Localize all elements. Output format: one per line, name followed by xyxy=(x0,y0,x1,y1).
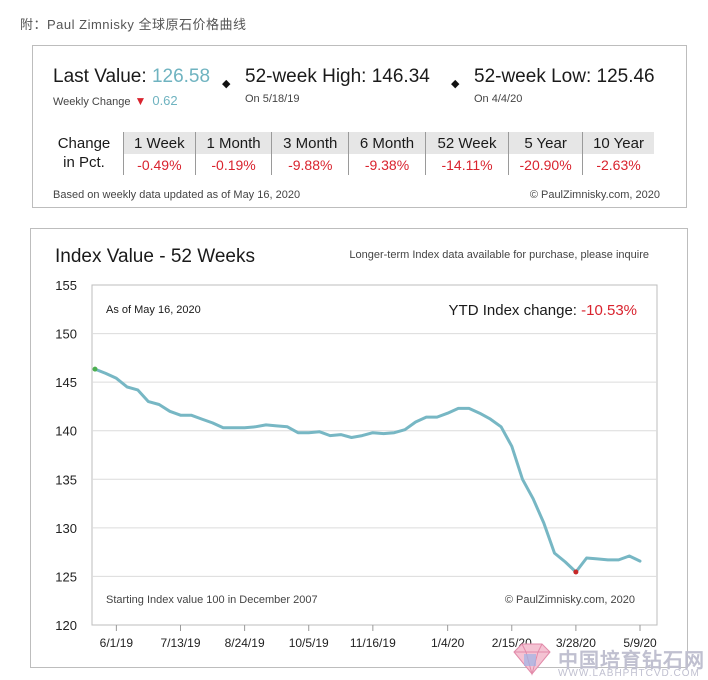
change-label-line1: Change xyxy=(57,135,111,152)
plot-frame xyxy=(91,284,658,626)
y-tick-label: 130 xyxy=(55,521,77,536)
x-tick-label: 11/16/19 xyxy=(350,636,396,650)
ytd-label: YTD Index change: xyxy=(449,302,582,319)
change-cell: -0.19% xyxy=(194,154,272,175)
page-caption: 附：Paul Zimnisky 全球原石价格曲线 xyxy=(20,17,247,32)
last-value: 126.58 xyxy=(151,66,211,87)
y-tick-label: 120 xyxy=(55,618,77,633)
change-cell: -20.90% xyxy=(508,154,583,175)
watermark-url: WWW.LABHPHTCVD.COM xyxy=(558,668,700,679)
period-header: 1 Month xyxy=(194,132,272,154)
change-table-row: -0.49% -0.19% -9.88% -9.38% -14.11% -20.… xyxy=(123,154,654,175)
diamond-logo-icon xyxy=(513,643,551,676)
period-header: 3 Month xyxy=(271,132,349,154)
high-marker xyxy=(92,366,98,372)
y-tick-label: 155 xyxy=(55,278,77,293)
x-tick-label: 1/4/20 xyxy=(431,636,465,650)
change-cell: -9.88% xyxy=(271,154,349,175)
y-tick-label: 135 xyxy=(55,472,77,487)
change-table: 1 Week 1 Month 3 Month 6 Month 52 Week 5… xyxy=(123,132,654,175)
summary-panel: Last Value: 126.58 Weekly Change ▼ 0.62 ◆ … xyxy=(32,45,687,208)
summary-copyright: © PaulZimnisky.com, 2020 xyxy=(529,189,660,201)
high-heading: 52-week High: 146.34 xyxy=(245,66,430,87)
extreme-markers xyxy=(92,366,579,575)
watermark-text: 中国培育钻石网 xyxy=(558,650,705,672)
x-tick-label: 10/5/19 xyxy=(289,636,329,650)
weekly-change: Weekly Change ▼ 0.62 xyxy=(53,93,178,108)
watermark: 中国培育钻石网 WWW.LABHPHTCVD.COM xyxy=(502,638,708,680)
diamond-bullet-icon: ◆ xyxy=(451,78,460,90)
y-tick-label: 140 xyxy=(55,424,77,439)
weekly-change-value: 0.62 xyxy=(152,93,178,108)
period-header: 6 Month xyxy=(348,132,426,154)
period-header: 10 Year xyxy=(582,132,654,154)
period-header: 1 Week xyxy=(123,132,196,154)
chart-subtitle: Longer-term Index data available for pur… xyxy=(349,249,649,261)
summary-footnote: Based on weekly data updated as of May 1… xyxy=(53,189,301,201)
x-tick-label: 6/1/19 xyxy=(100,636,134,650)
period-header: 5 Year xyxy=(508,132,583,154)
down-triangle-icon: ▼ xyxy=(134,94,147,108)
change-table-header: 1 Week 1 Month 3 Month 6 Month 52 Week 5… xyxy=(123,132,654,154)
weekly-change-label: Weekly Change xyxy=(53,96,131,108)
chart-title: Index Value - 52 Weeks xyxy=(55,246,255,267)
y-axis: 120 125 130 135 140 145 150 155 xyxy=(55,278,77,633)
y-tick-label: 145 xyxy=(55,375,77,390)
last-value-heading: Last Value: 126.58 xyxy=(53,66,210,88)
chart-note-right: © PaulZimnisky.com, 2020 xyxy=(505,594,635,606)
x-tick-label: 8/24/19 xyxy=(225,636,265,650)
high-date: On 5/18/19 xyxy=(245,93,300,105)
period-header: 52 Week xyxy=(424,132,509,154)
change-cell: -2.63% xyxy=(582,154,654,175)
chart-note-left: Starting Index value 100 in December 200… xyxy=(106,594,318,606)
change-cell: -9.38% xyxy=(348,154,426,175)
index-chart: Index Value - 52 Weeks Longer-term Index… xyxy=(55,246,658,650)
y-tick-label: 150 xyxy=(55,327,77,342)
last-value-label: Last Value: xyxy=(53,66,152,87)
change-label-line2: in Pct. xyxy=(63,154,105,171)
gridlines xyxy=(92,333,657,577)
as-of-label: As of May 16, 2020 xyxy=(106,304,201,316)
low-marker xyxy=(573,569,579,575)
diamond-bullet-icon: ◆ xyxy=(222,78,231,90)
x-tick-label: 3/28/20 xyxy=(556,636,596,650)
change-cell: -0.49% xyxy=(123,154,196,175)
low-date: On 4/4/20 xyxy=(474,93,523,105)
y-tick-label: 125 xyxy=(55,569,77,584)
series-line xyxy=(93,367,642,574)
chart-panel: Index Value - 52 Weeks Longer-term Index… xyxy=(30,228,688,668)
x-tick-label: 7/13/19 xyxy=(160,636,200,650)
x-tick-label: 5/9/20 xyxy=(623,636,657,650)
ytd-change: YTD Index change: -10.53% xyxy=(449,302,637,319)
low-heading: 52-week Low: 125.46 xyxy=(474,66,655,87)
change-pct-label: Change in Pct. xyxy=(53,134,115,172)
change-cell: -14.11% xyxy=(424,154,509,175)
ytd-value: -10.53% xyxy=(581,302,637,319)
